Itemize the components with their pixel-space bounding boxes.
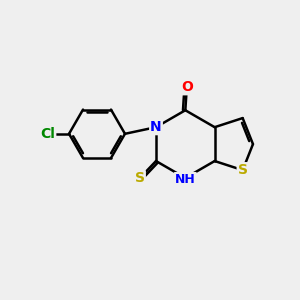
Text: S: S: [238, 163, 248, 177]
Text: O: O: [181, 80, 193, 94]
Text: NH: NH: [175, 173, 196, 186]
Text: Cl: Cl: [40, 127, 55, 141]
Text: N: N: [150, 120, 162, 134]
Text: S: S: [135, 171, 145, 185]
